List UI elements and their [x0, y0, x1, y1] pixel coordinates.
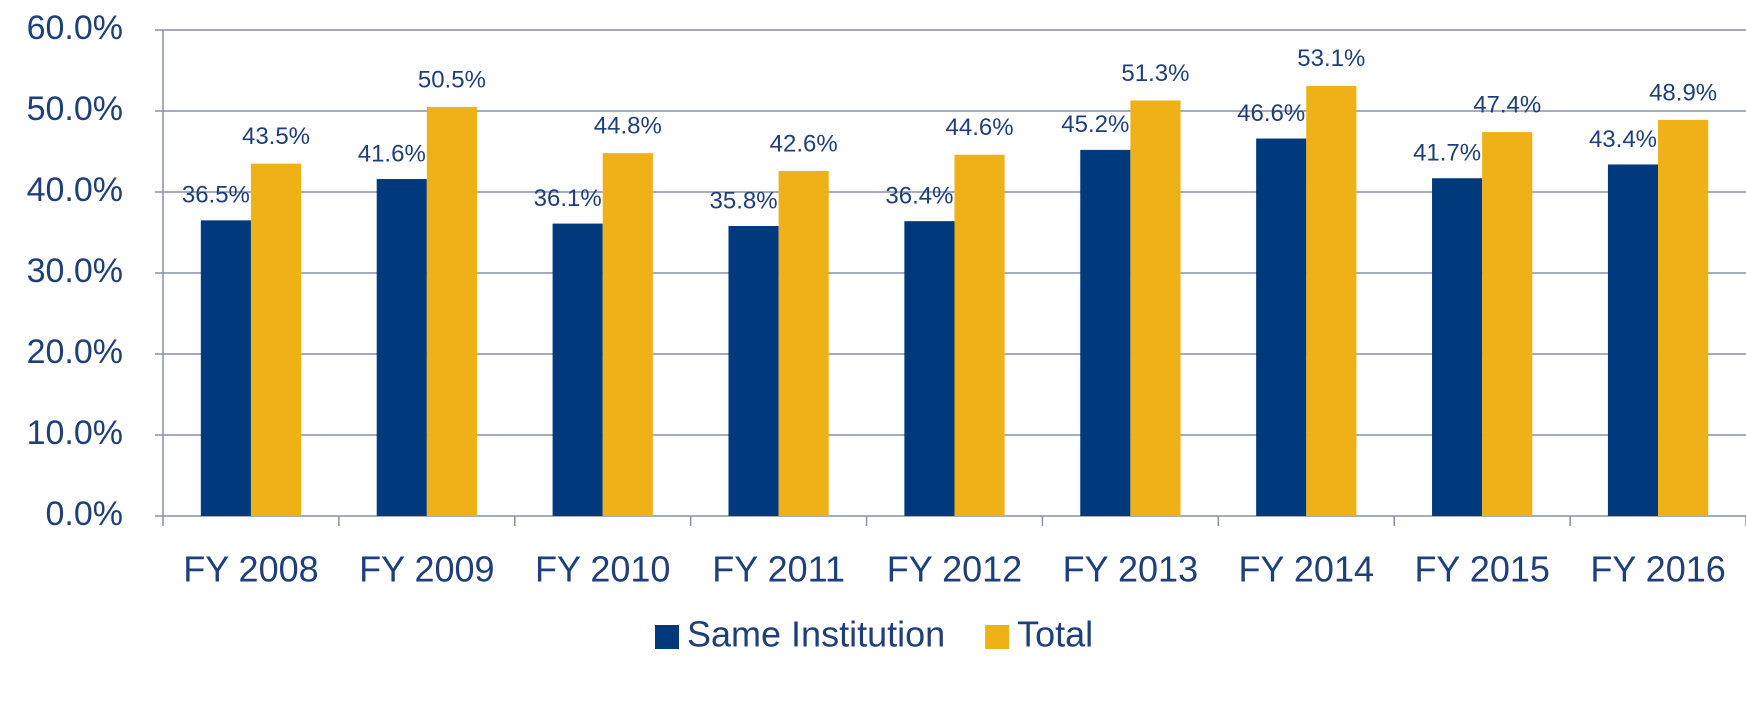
- value-label: 53.1%: [1297, 45, 1365, 72]
- value-label: 43.4%: [1589, 126, 1657, 153]
- x-tick-label: FY 2013: [1063, 549, 1198, 590]
- value-label: 48.9%: [1649, 79, 1717, 106]
- value-label: 44.8%: [594, 112, 662, 139]
- value-label: 41.7%: [1413, 140, 1481, 167]
- bar: [426, 106, 477, 516]
- bar: [1607, 164, 1659, 516]
- y-tick-label: 20.0%: [27, 333, 123, 371]
- bar: [1482, 132, 1533, 516]
- x-tick-label: FY 2010: [535, 549, 670, 590]
- bar: [552, 223, 603, 516]
- bar: [1256, 138, 1307, 517]
- bar: [954, 154, 1005, 517]
- bar: [602, 153, 653, 516]
- bar: [200, 220, 251, 516]
- value-label: 43.5%: [242, 123, 310, 150]
- value-label: 47.4%: [1473, 91, 1541, 118]
- x-tick-label: FY 2011: [712, 549, 845, 590]
- value-label: 44.6%: [946, 114, 1014, 141]
- x-tick-label: FY 2012: [887, 549, 1022, 590]
- legend-swatch: [985, 625, 1010, 649]
- value-label: 45.2%: [1061, 111, 1129, 138]
- bar: [1432, 178, 1483, 517]
- legend-label: Total: [1017, 614, 1093, 655]
- value-label: 36.1%: [534, 185, 602, 212]
- bar: [728, 226, 779, 516]
- bar: [1306, 85, 1357, 516]
- bar: [250, 163, 302, 516]
- y-tick-label: 30.0%: [27, 252, 123, 290]
- legend-label: Same Institution: [687, 614, 945, 655]
- value-label: 42.6%: [770, 130, 838, 157]
- x-tick-label: FY 2008: [183, 549, 318, 590]
- x-tick-label: FY 2009: [359, 549, 494, 590]
- bar: [1658, 119, 1709, 516]
- value-label: 51.3%: [1121, 60, 1189, 87]
- value-label: 50.5%: [418, 66, 486, 93]
- value-label: 36.5%: [182, 182, 250, 209]
- y-tick-label: 50.0%: [27, 90, 123, 128]
- x-tick-label: FY 2015: [1414, 549, 1549, 590]
- y-tick-label: 40.0%: [27, 171, 123, 209]
- value-label: 46.6%: [1237, 100, 1305, 127]
- legend-swatch: [655, 625, 679, 649]
- value-label: 41.6%: [358, 140, 426, 167]
- bar: [1080, 149, 1131, 516]
- y-tick-label: 10.0%: [27, 414, 123, 452]
- bar: [1130, 100, 1181, 516]
- x-tick-label: FY 2014: [1239, 549, 1374, 590]
- bar: [376, 179, 427, 517]
- x-tick-label: FY 2016: [1590, 549, 1725, 590]
- bar: [904, 221, 955, 516]
- value-label: 36.4%: [885, 183, 953, 210]
- y-tick-label: 60.0%: [27, 9, 123, 47]
- bar: [778, 170, 829, 516]
- value-label: 35.8%: [710, 187, 778, 214]
- y-tick-label: 0.0%: [46, 495, 124, 533]
